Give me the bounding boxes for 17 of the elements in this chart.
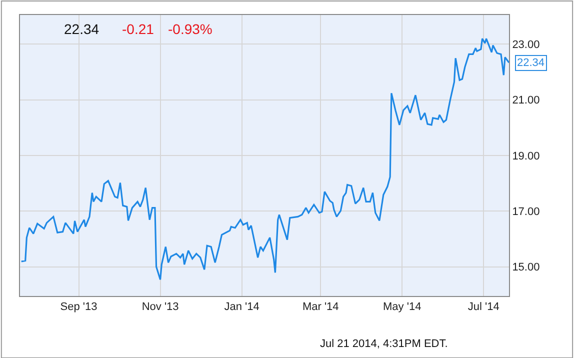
- annotation: -0.21: [122, 21, 154, 37]
- text: Jul 21 2014, 4:31PM EDT.: [320, 338, 448, 350]
- y-tick-label: 21.00: [512, 94, 540, 107]
- x-tick-label: Jul '14: [468, 301, 500, 314]
- annotation: 22.34: [64, 21, 100, 37]
- x-tick-label: Jan '14: [224, 301, 260, 314]
- y-tick-label: 17.00: [512, 206, 540, 218]
- y-tick-label: 15.00: [512, 262, 540, 274]
- annotation: -0.93%: [168, 21, 212, 37]
- x-tick-label: May '14: [383, 301, 422, 314]
- annotation: 22.34: [517, 57, 545, 69]
- x-tick-label: Mar '14: [302, 301, 339, 314]
- x-tick-label: Nov '13: [142, 301, 179, 314]
- x-tick-label: Sep '13: [60, 301, 98, 314]
- y-tick-label: 19.00: [512, 150, 540, 162]
- line-series: [20, 38, 509, 280]
- y-tick-label: 23.00: [512, 39, 540, 52]
